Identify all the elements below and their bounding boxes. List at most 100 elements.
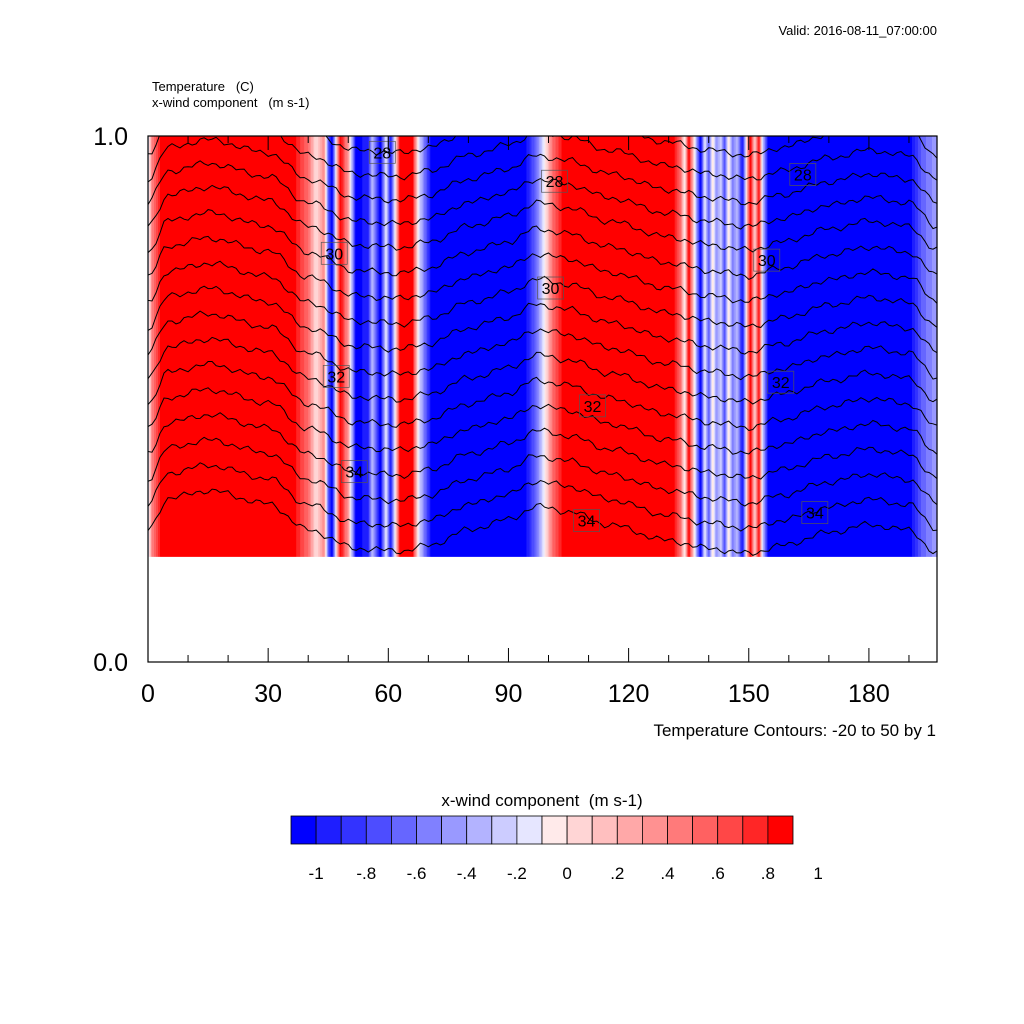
wind-cell bbox=[780, 136, 783, 557]
wind-cell bbox=[913, 136, 916, 557]
wind-cell bbox=[794, 136, 797, 557]
contour-note: Temperature Contours: -20 to 50 by 1 bbox=[653, 721, 936, 740]
wind-cell bbox=[420, 136, 422, 557]
wind-cell bbox=[248, 136, 250, 557]
wind-cell bbox=[256, 136, 258, 557]
wind-cell bbox=[831, 136, 834, 557]
wind-cell bbox=[651, 136, 654, 557]
wind-cell bbox=[502, 136, 505, 557]
wind-cell bbox=[610, 136, 613, 557]
wind-cell bbox=[290, 136, 292, 557]
wind-cell bbox=[746, 136, 749, 557]
wind-cell bbox=[491, 136, 494, 557]
wind-cell bbox=[565, 136, 568, 557]
wind-cell bbox=[573, 136, 576, 557]
wind-cell bbox=[884, 136, 887, 557]
wind-cell bbox=[419, 136, 421, 557]
wind-cell bbox=[159, 136, 161, 557]
wind-cell bbox=[314, 136, 316, 557]
wind-cell bbox=[775, 136, 778, 557]
wind-cell bbox=[543, 136, 546, 557]
wind-cell bbox=[450, 136, 452, 557]
wind-cell bbox=[462, 136, 464, 557]
wind-cell bbox=[891, 136, 894, 557]
wind-cell bbox=[349, 136, 351, 557]
wind-cell bbox=[911, 136, 914, 557]
wind-cell bbox=[514, 136, 517, 557]
wind-cell bbox=[860, 136, 863, 557]
wind-cell bbox=[166, 136, 168, 557]
wind-cell bbox=[904, 136, 907, 557]
wind-cell bbox=[618, 136, 621, 557]
wind-cell bbox=[373, 136, 375, 557]
wind-cell bbox=[909, 136, 912, 557]
wind-cell bbox=[547, 136, 550, 557]
wind-cell bbox=[888, 136, 891, 557]
x-tick-label: 0 bbox=[141, 680, 155, 708]
wind-cell bbox=[852, 136, 855, 557]
wind-cell bbox=[185, 136, 187, 557]
wind-cell bbox=[213, 136, 215, 557]
wind-cell bbox=[544, 136, 547, 557]
valid-time-label: Valid: 2016-08-11_07:00:00 bbox=[778, 23, 937, 38]
wind-cell bbox=[339, 136, 341, 557]
wind-cell bbox=[552, 136, 555, 557]
wind-cell bbox=[687, 136, 690, 557]
wind-cell bbox=[740, 136, 743, 557]
wind-cell bbox=[672, 136, 675, 557]
wind-cell bbox=[918, 136, 921, 557]
wind-cell bbox=[660, 136, 663, 557]
wind-cell bbox=[439, 136, 441, 557]
wind-cell bbox=[317, 136, 319, 557]
wind-cell bbox=[928, 136, 931, 557]
wind-cell bbox=[296, 136, 298, 557]
wind-cell bbox=[374, 136, 376, 557]
wind-cell bbox=[534, 136, 537, 557]
wind-cell bbox=[599, 136, 602, 557]
contour-line-42 bbox=[148, 462, 937, 532]
wind-cell bbox=[393, 136, 395, 557]
wind-cell bbox=[783, 136, 786, 557]
wind-cell bbox=[673, 136, 676, 557]
wind-cell bbox=[516, 136, 519, 557]
wind-cell bbox=[221, 136, 223, 557]
wind-cell bbox=[505, 136, 508, 557]
wind-cell bbox=[315, 136, 317, 557]
wind-cell bbox=[898, 136, 901, 557]
wind-cell bbox=[724, 136, 727, 557]
wind-cell bbox=[522, 136, 525, 557]
wind-cell bbox=[558, 136, 561, 557]
wind-cell bbox=[652, 136, 655, 557]
wind-cell bbox=[520, 136, 523, 557]
wind-cell bbox=[764, 136, 767, 557]
wind-cell bbox=[788, 136, 791, 557]
colorbar-label: -.2 bbox=[507, 864, 527, 883]
wind-cell bbox=[458, 136, 460, 557]
wind-cell bbox=[548, 136, 551, 557]
wind-cell bbox=[841, 136, 844, 557]
wind-cell bbox=[372, 136, 374, 557]
wind-cell bbox=[738, 136, 741, 557]
wind-cell bbox=[818, 136, 821, 557]
wind-cell bbox=[914, 136, 917, 557]
wind-cell bbox=[570, 136, 573, 557]
wind-cell bbox=[180, 136, 182, 557]
wind-cell bbox=[223, 136, 225, 557]
contour-label-box bbox=[320, 241, 348, 265]
wind-cell bbox=[665, 136, 668, 557]
wind-cell bbox=[177, 136, 179, 557]
y-tick-label-bottom: 0.0 bbox=[93, 649, 128, 677]
wind-cell bbox=[662, 136, 665, 557]
wind-cell bbox=[442, 136, 444, 557]
wind-cell bbox=[728, 136, 731, 557]
wind-cell bbox=[353, 136, 355, 557]
wind-cell bbox=[819, 136, 822, 557]
wind-cell bbox=[283, 136, 285, 557]
wind-cell bbox=[684, 136, 687, 557]
x-tick-label: 30 bbox=[254, 680, 282, 708]
wind-cell bbox=[465, 136, 468, 557]
wind-cell bbox=[575, 136, 578, 557]
wind-cell bbox=[707, 136, 710, 557]
wind-cell bbox=[347, 136, 349, 557]
wind-cell bbox=[199, 136, 201, 557]
